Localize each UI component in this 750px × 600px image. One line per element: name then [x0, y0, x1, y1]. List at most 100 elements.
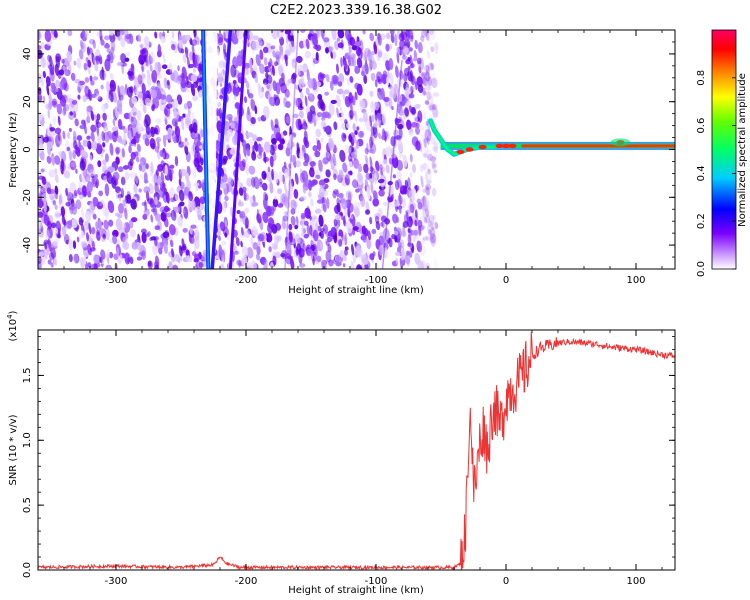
heatmap-cell	[82, 185, 87, 197]
heatmap-cell	[277, 143, 284, 151]
heatmap-cell	[257, 87, 265, 99]
heatmap-cell	[395, 227, 402, 239]
heatmap-cell	[428, 220, 433, 228]
heatmap-cell	[55, 87, 59, 92]
heatmap-cell	[383, 201, 389, 206]
heatmap-cell	[130, 217, 138, 223]
heatmap-cell	[247, 138, 254, 146]
heatmap-cell	[264, 82, 267, 89]
heatmap-cell	[394, 180, 400, 191]
heatmap-cell	[40, 81, 44, 88]
heatmap-cell	[373, 44, 376, 50]
heatmap-cell	[421, 260, 427, 269]
heatmap-cell	[274, 61, 279, 67]
heatmap-cell	[127, 257, 130, 265]
heatmap-cell	[76, 135, 83, 141]
heatmap-cell	[328, 102, 335, 116]
heatmap-cell	[381, 187, 385, 194]
heatmap-cell	[426, 99, 430, 106]
heatmap-cell	[372, 121, 380, 128]
heatmap-cell	[67, 98, 74, 104]
heatmap-cell	[279, 43, 284, 56]
heatmap-cell	[311, 215, 317, 220]
figure-title: C2E2.2023.339.16.38.G02	[270, 3, 442, 18]
heatmap-cell	[345, 190, 353, 200]
heatmap-cell	[86, 115, 91, 124]
heatmap-cell	[177, 94, 181, 102]
heatmap-cell	[339, 149, 346, 163]
heatmap-cell	[181, 238, 185, 249]
heatmap-cell	[317, 93, 323, 101]
heatmap-cell	[90, 80, 95, 86]
heatmap-cell	[420, 260, 427, 269]
heatmap-y-tick-label: 40	[22, 48, 33, 61]
heatmap-cell	[179, 201, 185, 207]
heatmap-cell	[179, 168, 187, 177]
heatmap-cell	[354, 40, 362, 48]
heatmap-cell	[266, 84, 271, 90]
heatmap-cell	[221, 241, 227, 246]
heatmap-cell	[249, 58, 253, 70]
heatmap-cell	[338, 169, 344, 178]
heatmap-cell	[84, 85, 90, 97]
heatmap-streak	[210, 30, 233, 269]
heatmap-cell	[399, 189, 406, 195]
heatmap-cell	[364, 147, 369, 155]
heatmap-cell	[417, 110, 423, 123]
heatmap-cell	[241, 245, 249, 258]
heatmap-cell	[424, 81, 431, 92]
heatmap-cell	[407, 234, 412, 245]
snr-y-tick-label: 0.5	[22, 497, 33, 513]
heatmap-cell	[417, 42, 423, 54]
heatmap-cell	[87, 244, 92, 256]
heatmap-cell	[47, 259, 52, 265]
heatmap-cell	[253, 64, 258, 71]
heatmap-cell	[328, 137, 335, 151]
heatmap-cell	[247, 132, 254, 138]
heatmap-cell	[349, 101, 353, 113]
heatmap-cell	[370, 72, 376, 82]
snr-series-line	[38, 331, 675, 570]
heatmap-cell	[192, 95, 199, 102]
heatmap-cell	[116, 99, 123, 110]
heatmap-cell	[291, 72, 297, 80]
heatmap-cell	[383, 96, 390, 103]
heatmap-cell	[414, 219, 418, 227]
heatmap-cell	[111, 235, 118, 245]
heatmap-cell	[87, 262, 92, 269]
heatmap-cell	[73, 110, 77, 119]
heatmap-streak	[284, 30, 299, 269]
heatmap-cell	[354, 65, 361, 74]
heatmap-cell	[387, 181, 393, 186]
heatmap-cell	[80, 32, 84, 39]
heatmap-cell	[427, 168, 431, 175]
heatmap-cell	[154, 213, 162, 222]
heatmap-cell	[369, 165, 374, 172]
heatmap-cell	[53, 257, 58, 267]
heatmap-cell	[374, 79, 378, 88]
heatmap-cell	[92, 176, 96, 185]
heatmap-cell	[231, 32, 237, 44]
heatmap-cell	[282, 215, 289, 222]
heatmap-cell	[189, 234, 195, 244]
heatmap-cell	[422, 87, 426, 96]
heatmap-cell	[323, 37, 330, 43]
heatmap-cell	[407, 228, 411, 233]
heatmap-cell	[251, 176, 256, 188]
heatmap-cell	[134, 87, 139, 97]
heatmap-cell	[316, 255, 322, 263]
heatmap-cell	[173, 98, 179, 109]
heatmap-cell	[353, 158, 360, 169]
heatmap-cell	[245, 130, 249, 140]
heatmap-cell	[150, 126, 157, 135]
heatmap-cell	[295, 216, 299, 225]
heatmap-cell	[149, 137, 156, 150]
heatmap-cell	[346, 220, 353, 234]
heatmap-cell	[286, 190, 293, 200]
heatmap-cell	[371, 114, 375, 122]
heatmap-cell	[292, 113, 299, 119]
heatmap-cell	[407, 70, 413, 82]
heatmap-cell	[343, 215, 346, 227]
heatmap-cell	[86, 181, 93, 193]
